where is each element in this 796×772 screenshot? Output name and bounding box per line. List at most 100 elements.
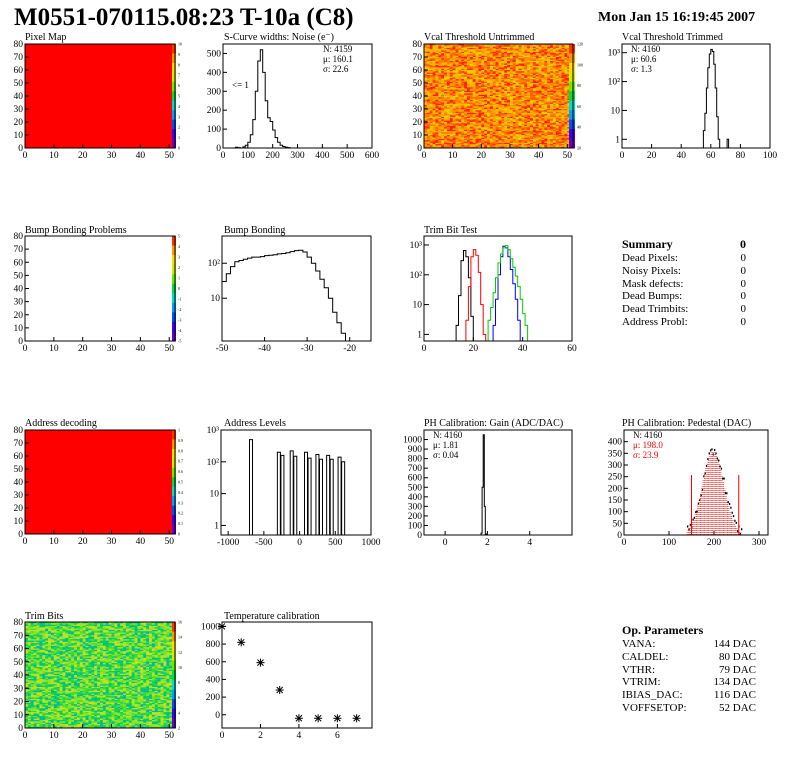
heatmap-cell [426,144,431,146]
heatmap-cell [449,54,453,56]
heatmap-cell [424,141,428,144]
heatmap-cell [504,102,508,105]
heatmap-cell [466,111,471,114]
heatmap-cell [524,67,528,69]
heatmap-cell [509,123,514,125]
heatmap-cell [524,106,528,108]
heatmap-cell [458,116,462,119]
heatmap-cell [435,136,439,138]
heatmap-cell [550,55,554,58]
heatmap-cell [521,110,525,112]
heatmap-cell [567,111,571,114]
heatmap-cell [558,135,562,137]
heatmap-cell [487,68,491,71]
heatmap-cell [487,112,491,115]
y-tick-label: 400 [608,438,623,448]
heatmap-cell [30,631,34,633]
heatmap-cell [452,137,456,140]
heatmap-cell [507,144,511,146]
heatmap-cell [25,631,29,633]
heatmap-cell [429,136,433,138]
heatmap-cell [444,92,448,94]
heatmap-cell [484,105,488,107]
heatmap-cell [36,623,40,625]
heatmap-cell [475,88,479,90]
heatmap-cell [550,45,554,47]
heatmap-cell [532,138,537,141]
heatmap-cell [455,89,459,92]
heatmap-cell [535,112,539,115]
heatmap-cell [532,44,537,46]
heatmap-cell [424,116,428,119]
heatmap-cell [515,70,519,72]
heatmap-cells [25,622,176,729]
heatmap-cell [538,77,542,80]
heatmap-cell [495,131,499,133]
heatmap-cell [530,49,534,51]
heatmap-cell [495,125,499,128]
heatmap-cell [472,92,476,94]
heatmap-cell [25,643,29,645]
heatmap-cell [535,58,539,60]
heatmap-cell [524,55,528,58]
heatmap-cell [449,62,453,64]
y-tick-label: 60 [14,452,24,462]
heatmap-cell [475,103,479,106]
heatmap-cell [441,49,445,51]
heatmap-cell [446,88,451,90]
heatmap-cell [547,127,551,129]
heatmap-cell [429,124,433,127]
heatmap-cell [544,63,548,66]
palette-tick-label: 8 [178,62,180,67]
heatmap-cell [444,57,448,59]
heatmap-cell [530,85,534,88]
heatmap-cell [504,127,508,129]
heatmap-cell [512,59,516,62]
heatmap-cell [435,140,439,142]
heatmap-cell [25,632,29,635]
heatmap-cell [515,60,519,63]
heatmap-cell [527,119,531,121]
trim-bit-1-series [455,250,474,341]
heatmap-cell [487,140,491,142]
heatmap-cell [544,57,548,59]
heatmap-cell [426,119,431,121]
x-tick-label: 50 [563,151,573,161]
heatmap-cell [512,105,516,107]
heatmap-cell [564,57,568,59]
heatmap-cell [435,57,439,59]
heatmap-cell [515,101,519,103]
heatmap-cell [25,680,29,682]
heatmap-cell [527,83,531,85]
heatmap-cell [478,44,482,46]
x-tick-label: 20 [477,151,487,161]
heatmap-cell [424,67,428,69]
heatmap-cell [472,50,476,53]
heatmap-cell [552,70,557,72]
heatmap-cell [555,57,559,59]
heatmap-cell [492,71,496,73]
heatmap-cell [475,106,479,108]
heatmap-cell [432,96,436,98]
heatmap-cell [455,55,459,58]
heatmap-cell [30,684,34,686]
heatmap-cell [498,47,502,50]
heatmap-cell [521,89,525,92]
heatmap-cell [550,101,554,103]
heatmap-cell [36,637,40,640]
heatmap-cell [455,132,459,134]
heatmap-cell [464,44,468,46]
heatmap-cell [550,50,554,53]
heatmap-cell [466,97,471,99]
heatmap-cell [36,633,40,636]
heatmap-cell [30,702,34,705]
heatmap-cell [27,682,32,685]
heatmap-cell [472,114,476,116]
heatmap-cell [424,57,428,59]
heatmap-cell [30,698,34,701]
heatmap-cell [532,59,537,62]
heatmap-cell [435,51,439,54]
heatmap-cell [512,79,516,81]
heatmap-cell [541,70,545,72]
heatmap-cell [481,92,485,94]
